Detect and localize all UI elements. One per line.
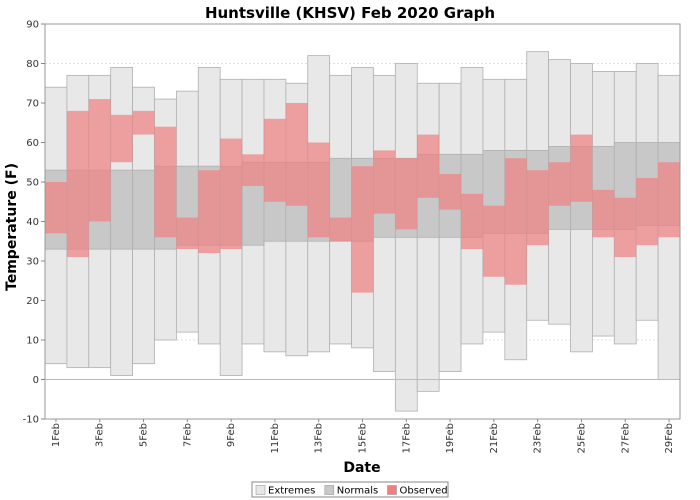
legend: Extremes Normals Observed: [251, 481, 449, 498]
observed-series: [45, 99, 680, 293]
chart-title: Huntsville (KHSV) Feb 2020 Graph: [205, 4, 495, 22]
observed-bar: [504, 158, 527, 285]
legend-label: Normals: [337, 486, 378, 497]
x-tick-label: 25Feb: [576, 423, 587, 453]
x-tick-label: 29Feb: [664, 423, 675, 453]
y-tick-label: 0: [33, 375, 39, 386]
observed-bar: [88, 99, 111, 222]
y-tick-label: 30: [26, 257, 39, 268]
x-tick-label: 23Feb: [533, 423, 544, 453]
x-tick-label: 13Feb: [314, 423, 325, 453]
legend-swatch: [255, 485, 266, 495]
x-tick-label: 15Feb: [358, 423, 369, 453]
observed-bar: [329, 217, 352, 242]
x-tick-label: 1Feb: [51, 423, 62, 447]
observed-bar: [285, 103, 308, 206]
x-axis-ticks: 1Feb 3Feb 5Feb 7Feb 9Feb 11Feb 13Feb 15Feb 17Feb…: [51, 419, 675, 453]
legend-swatch: [324, 485, 335, 495]
legend-label: Observed: [400, 486, 448, 497]
x-axis-title: Date: [343, 460, 380, 476]
normals-bar: [132, 169, 155, 250]
observed-bar: [439, 174, 462, 210]
y-tick-label: -10: [23, 415, 39, 426]
x-tick-label: 9Feb: [226, 423, 237, 447]
y-tick-label: 90: [26, 20, 39, 31]
y-tick-label: 60: [26, 138, 39, 149]
observed-bar: [482, 205, 505, 277]
y-tick-label: 20: [26, 296, 39, 307]
observed-bar: [461, 193, 483, 250]
observed-bar: [154, 126, 177, 238]
observed-bar: [614, 197, 637, 258]
y-tick-label: 80: [26, 59, 39, 70]
x-tick-label: 7Feb: [182, 423, 193, 447]
observed-bar: [636, 178, 659, 246]
y-tick-label: 70: [26, 99, 39, 110]
x-tick-label: 27Feb: [620, 423, 631, 453]
y-tick-label: 10: [26, 336, 39, 347]
observed-bar: [66, 110, 89, 258]
observed-bar: [242, 154, 264, 186]
legend-label: Extremes: [268, 486, 315, 497]
observed-bar: [526, 170, 549, 246]
x-tick-label: 11Feb: [270, 423, 281, 453]
legend-swatch: [387, 485, 397, 495]
observed-bar: [373, 150, 396, 214]
y-axis-ticks: -10 0 10 20 30 40 50 60 70 80 90: [23, 20, 45, 426]
observed-bar: [658, 162, 680, 238]
x-tick-label: 17Feb: [401, 423, 412, 453]
observed-bar: [548, 162, 571, 206]
observed-bar: [198, 170, 221, 254]
y-tick-label: 40: [26, 217, 39, 228]
y-tick-label: 50: [26, 178, 39, 189]
x-tick-label: 5Feb: [139, 423, 150, 447]
observed-bar: [395, 158, 418, 230]
observed-bar: [417, 134, 440, 198]
observed-bar: [132, 110, 155, 135]
observed-bar: [351, 166, 374, 293]
observed-bar: [176, 217, 199, 250]
normals-bar: [110, 169, 133, 250]
observed-bar: [110, 114, 133, 163]
observed-bar: [307, 142, 330, 238]
x-tick-label: 3Feb: [95, 423, 106, 447]
observed-bar: [570, 134, 593, 202]
observed-bar: [592, 189, 615, 238]
x-tick-label: 19Feb: [445, 423, 456, 453]
legend-box: [251, 481, 449, 498]
observed-bar: [45, 182, 67, 234]
x-tick-label: 21Feb: [489, 423, 500, 453]
observed-bar: [220, 138, 243, 250]
y-axis-title: Temperature (F): [4, 163, 20, 291]
observed-bar: [263, 118, 286, 202]
